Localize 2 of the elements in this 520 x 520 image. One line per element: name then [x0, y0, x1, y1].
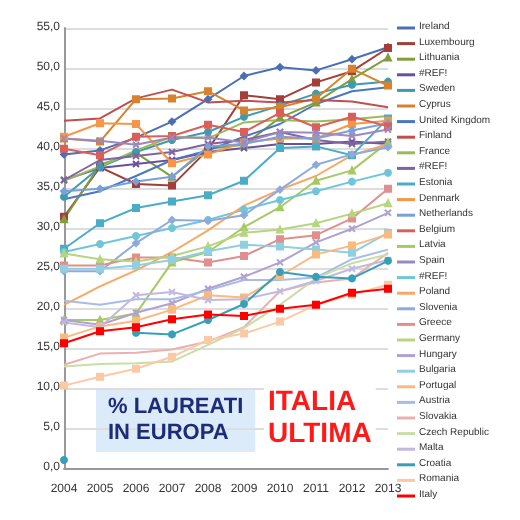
annotation: ITALIA ULTIMA — [268, 384, 372, 448]
text: % LAUREATI IN EUROPA — [108, 395, 244, 445]
